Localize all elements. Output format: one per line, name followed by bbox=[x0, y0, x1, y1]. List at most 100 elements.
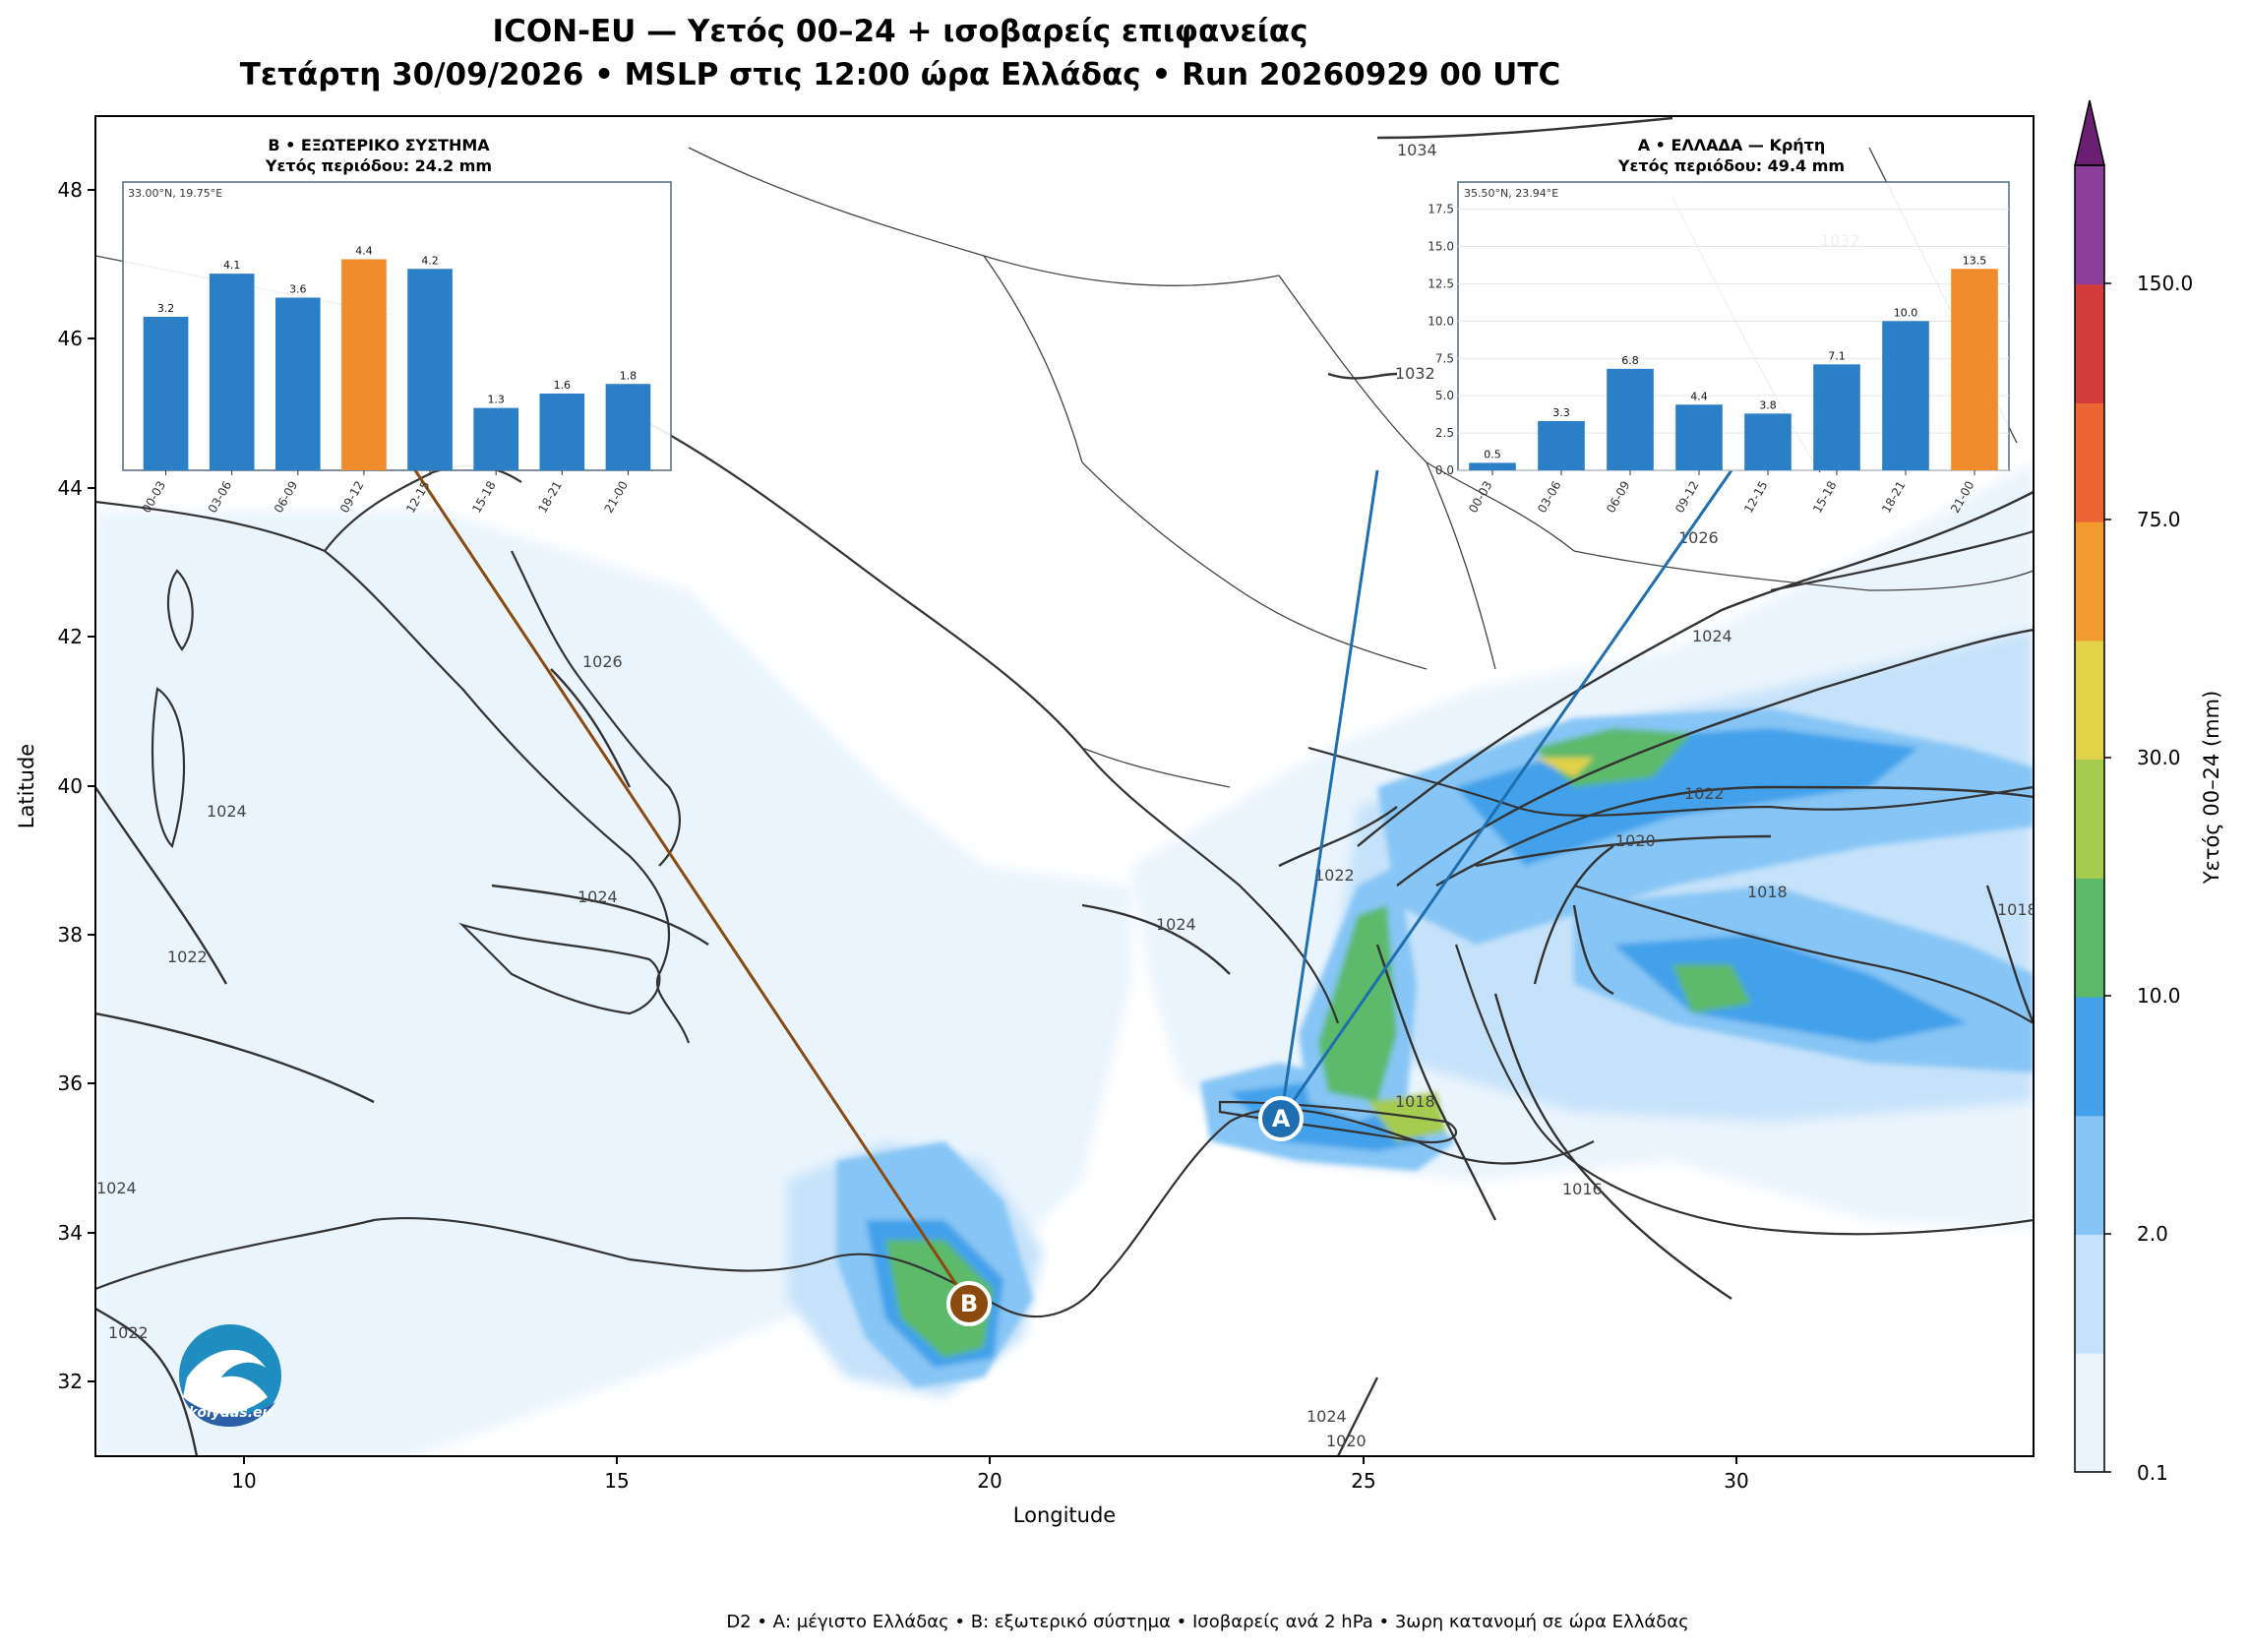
inset-bar-value-label: 4.2 bbox=[421, 254, 439, 267]
y-tick-label: 42 bbox=[58, 625, 83, 648]
connector-a-line-2 bbox=[1279, 469, 1733, 1120]
colorbar-tick: 0.1 bbox=[2137, 1461, 2168, 1485]
isobar-label: 1024 bbox=[207, 802, 247, 821]
inset-bar bbox=[1675, 404, 1723, 470]
colorbar-band bbox=[2075, 878, 2104, 998]
colorbar-band bbox=[2075, 997, 2104, 1117]
isobar-label: 1024 bbox=[96, 1179, 137, 1197]
colorbar-extension bbox=[2074, 99, 2105, 166]
inset-bar-value-label: 3.3 bbox=[1552, 406, 1570, 419]
inset-bar-value-label: 3.8 bbox=[1759, 398, 1777, 411]
inset-bar bbox=[1813, 364, 1860, 470]
marker-b[interactable]: B bbox=[946, 1281, 992, 1326]
inset-a-subtitle: Υετός περιόδου: 49.4 mm bbox=[1617, 156, 1845, 175]
inset-a-panel: A • ΕΛΛΑΔΑ — Κρήτη Υετός περιόδου: 49.4 … bbox=[1428, 136, 2010, 516]
inset-bar bbox=[605, 384, 651, 470]
marker-a-label: A bbox=[1272, 1105, 1291, 1132]
colorbar: Υετός 00–24 (mm) 0.1 2.0 10.0 30.0 75.0 … bbox=[2074, 99, 2223, 1485]
colorbar-tick: 75.0 bbox=[2137, 508, 2181, 531]
colorbar-band bbox=[2075, 640, 2104, 761]
inset-bar-value-label: 4.4 bbox=[355, 245, 373, 258]
y-tick-label: 40 bbox=[58, 774, 83, 798]
inset-bar bbox=[1538, 420, 1585, 470]
isobar-label: 1020 bbox=[1326, 1432, 1367, 1450]
x-tick-label: 20 bbox=[977, 1469, 1002, 1493]
isobar-label: 1024 bbox=[1306, 1407, 1347, 1426]
colorbar-band bbox=[2075, 1234, 2104, 1354]
marker-a[interactable]: A bbox=[1258, 1096, 1304, 1141]
y-tick-label: 36 bbox=[58, 1071, 83, 1095]
inset-bar bbox=[407, 269, 453, 470]
inset-bar-value-label: 13.5 bbox=[1963, 254, 1987, 267]
coastlines bbox=[95, 412, 2034, 1318]
marker-b-label: B bbox=[960, 1290, 978, 1317]
inset-bar-value-label: 10.0 bbox=[1894, 306, 1918, 319]
y-tick-label: 34 bbox=[58, 1221, 83, 1245]
y-axis-label: Latitude bbox=[15, 744, 38, 828]
y-tick-label: 44 bbox=[58, 476, 83, 500]
inset-y-tick-label: 10.0 bbox=[1428, 314, 1454, 328]
isobar-label: 1024 bbox=[1692, 627, 1732, 645]
colorbar-tick: 10.0 bbox=[2137, 984, 2181, 1008]
inset-bar bbox=[143, 317, 189, 470]
inset-b-frame bbox=[122, 181, 672, 471]
y-tick-label: 48 bbox=[58, 178, 83, 202]
inset-y-tick-label: 15.0 bbox=[1428, 240, 1454, 254]
colorbar-tick: 2.0 bbox=[2137, 1222, 2168, 1246]
map-layers: 1034 1032 1032 1026 1026 1024 1024 1024 … bbox=[95, 116, 2037, 1456]
inset-y-tick-label: 0.0 bbox=[1435, 463, 1454, 477]
inset-bar-value-label: 1.6 bbox=[554, 379, 572, 392]
isobar-label: 1032 bbox=[1395, 364, 1435, 383]
x-tick-label: 15 bbox=[604, 1469, 629, 1493]
inset-bar bbox=[1469, 462, 1516, 470]
x-axis: 10 15 20 25 30 Longitude bbox=[231, 1456, 1749, 1527]
y-tick-label: 46 bbox=[58, 327, 83, 350]
inset-bar-value-label: 1.3 bbox=[487, 394, 505, 406]
inset-b-panel: B • ΕΞΩΤΕΡΙΚΟ ΣΥΣΤΗΜΑ Υετός περιόδου: 24… bbox=[122, 136, 672, 516]
inset-bar-value-label: 7.1 bbox=[1828, 349, 1846, 362]
isobars bbox=[95, 116, 2034, 1456]
x-tick-label: 25 bbox=[1351, 1469, 1375, 1493]
inset-y-tick-label: 7.5 bbox=[1435, 351, 1454, 365]
isobar-label: 1022 bbox=[1314, 866, 1355, 885]
inset-b-title: B • ΕΞΩΤΕΡΙΚΟ ΣΥΣΤΗΜΑ bbox=[268, 136, 490, 154]
isobar-label: 1024 bbox=[1156, 915, 1196, 934]
x-tick-label: 30 bbox=[1724, 1469, 1748, 1493]
y-tick-label: 32 bbox=[58, 1370, 83, 1393]
isobar-label: 1020 bbox=[1615, 831, 1656, 850]
inset-bar bbox=[1744, 413, 1792, 470]
colorbar-band bbox=[2075, 759, 2104, 879]
x-tick-label: 10 bbox=[231, 1469, 256, 1493]
inset-bar-value-label: 6.8 bbox=[1621, 354, 1639, 367]
inset-bar bbox=[274, 297, 321, 470]
map-title-line1: ICON-EU — Υετός 00–24 + ισοβαρείς επιφαν… bbox=[492, 14, 1308, 49]
inset-bar bbox=[209, 274, 255, 470]
colorbar-band bbox=[2075, 1353, 2104, 1473]
isobar-label: 1018 bbox=[1997, 900, 2037, 919]
inset-bar-value-label: 4.4 bbox=[1690, 390, 1708, 402]
inset-bar-value-label: 1.8 bbox=[620, 369, 638, 382]
logo-text: kolydas.eu bbox=[189, 1405, 273, 1421]
inset-bar bbox=[1607, 368, 1654, 470]
footer-note: D2 • Α: μέγιστο Ελλάδας • Β: εξωτερικό σ… bbox=[726, 1612, 1689, 1632]
isobar-label: 1022 bbox=[167, 948, 208, 966]
inset-y-tick-label: 5.0 bbox=[1435, 389, 1454, 402]
isobar-label: 1022 bbox=[108, 1323, 149, 1342]
map-title-line2: Τετάρτη 30/09/2026 • MSLP στις 12:00 ώρα… bbox=[239, 57, 1561, 92]
x-axis-label: Longitude bbox=[1013, 1503, 1116, 1527]
colorbar-frame bbox=[2074, 164, 2105, 1473]
inset-bar-value-label: 4.1 bbox=[223, 259, 241, 272]
inset-bar bbox=[1951, 269, 1998, 470]
inset-y-tick-label: 2.5 bbox=[1435, 426, 1454, 440]
isobar-label: 1018 bbox=[1747, 883, 1788, 901]
inset-bar bbox=[341, 259, 387, 470]
inset-bar bbox=[473, 407, 519, 470]
inset-y-tick-label: 17.5 bbox=[1428, 203, 1454, 216]
isobar-label: 1024 bbox=[577, 887, 618, 906]
isobar-label: 1016 bbox=[1562, 1180, 1603, 1198]
inset-a-coord: 35.50°N, 23.94°E bbox=[1464, 187, 1558, 200]
y-axis: 32 34 36 38 40 42 44 46 48 Latitude bbox=[15, 178, 95, 1393]
colorbar-tick: 30.0 bbox=[2137, 746, 2181, 769]
colorbar-label: Υετός 00–24 (mm) bbox=[2200, 691, 2223, 886]
